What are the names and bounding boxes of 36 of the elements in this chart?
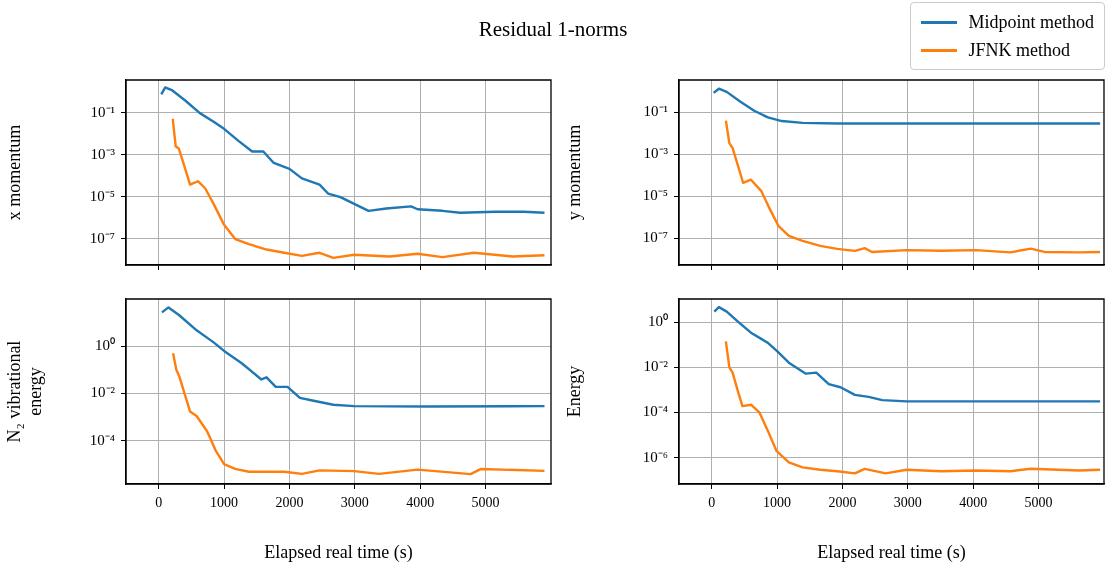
y-tick-label: 10⁻¹: [90, 103, 115, 120]
x-axis-title: Elapsed real time (s): [817, 541, 966, 563]
y-tick-label: 10⁻⁷: [89, 229, 115, 246]
x-tick-label: 1000: [763, 495, 792, 511]
x-tick-label: 2000: [275, 495, 304, 511]
y-axis-title: Energy: [563, 365, 584, 418]
x-tick-label: 2000: [828, 495, 857, 511]
y-tick-label: 10⁻⁴: [89, 431, 115, 448]
y-tick-label: 10⁻³: [643, 145, 669, 162]
x-tick-label: 1000: [210, 495, 239, 511]
y-tick-label: 10⁻⁴: [642, 403, 668, 420]
y-axis-title: N₂ vibrational energy: [3, 340, 46, 443]
x-tick-label: 0: [708, 495, 716, 511]
y-tick-label: 10⁻⁷: [642, 229, 668, 246]
y-tick-label: 10⁻¹: [643, 103, 668, 120]
legend-label: Midpoint method: [968, 11, 1094, 33]
y-axis-title: y momentum: [563, 124, 584, 221]
x-axis-title: Elapsed real time (s): [264, 541, 413, 563]
x-tick-label: 4000: [406, 495, 435, 511]
y-tick-label: 10⁻⁵: [89, 187, 115, 204]
y-tick-label: 10⁻⁵: [642, 187, 668, 204]
y-tick-label: 10⁻³: [90, 145, 116, 162]
y-tick-label: 10⁻²: [643, 358, 669, 375]
x-tick-label: 0: [155, 495, 163, 511]
x-tick-label: 5000: [1024, 495, 1053, 511]
y-axis-title: x momentum: [3, 124, 24, 221]
y-tick-label: 10⁻⁶: [642, 448, 668, 465]
x-tick-label: 5000: [471, 495, 500, 511]
y-tick-label: 10⁻²: [90, 384, 116, 401]
x-tick-label: 3000: [340, 495, 369, 511]
chart-title: Residual 1-norms: [478, 17, 628, 41]
x-tick-label: 4000: [959, 495, 988, 511]
y-tick-label: 10⁰: [648, 313, 668, 330]
y-tick-label: 10⁰: [95, 337, 115, 354]
x-tick-label: 3000: [893, 495, 922, 511]
legend-label: JFNK method: [968, 39, 1071, 61]
